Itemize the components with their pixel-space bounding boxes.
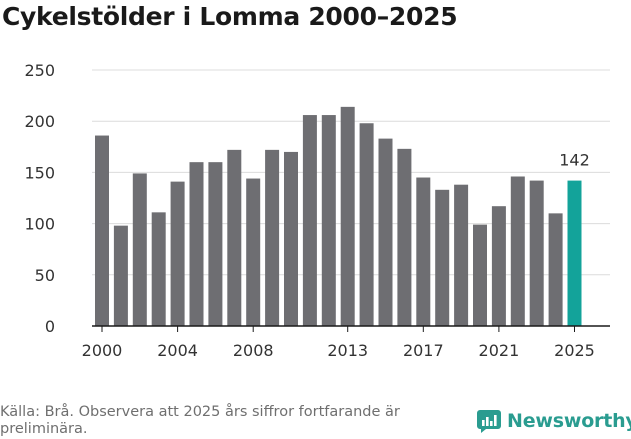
y-tick-label: 250 (24, 61, 55, 80)
highlight-value-label: 142 (559, 151, 590, 170)
bar-2023 (529, 180, 544, 326)
newsworthy-icon (477, 410, 501, 433)
bar-2022 (510, 176, 525, 326)
bar-2020 (473, 224, 487, 326)
bar-2004 (170, 181, 185, 326)
bar-2011 (302, 115, 317, 326)
bar-2001 (113, 225, 128, 326)
y-tick-label: 50 (35, 266, 55, 285)
bar-2002 (132, 173, 147, 326)
bar-2024 (548, 213, 563, 326)
source-note: Källa: Brå. Observera att 2025 års siffr… (0, 404, 400, 437)
y-tick-label: 150 (24, 163, 55, 182)
bars (95, 106, 582, 326)
bar-2018 (435, 189, 450, 326)
x-tick-label: 2008 (233, 341, 274, 360)
bar-2017 (416, 177, 431, 326)
bar-2000 (95, 135, 109, 326)
bar-2021 (491, 206, 506, 326)
bar-2008 (246, 178, 261, 326)
bar-chart: 0 50 100 150 200 250 2000 2004 2008 2013 2017 2021… (24, 61, 610, 360)
y-tick-label: 0 (45, 317, 55, 336)
bar-2006 (208, 162, 223, 326)
x-tick-label: 2017 (403, 341, 444, 360)
y-tick-label: 200 (24, 112, 55, 131)
bar-2007 (227, 149, 242, 326)
bar-2012 (321, 115, 336, 326)
chart-title: Cykelstölder i Lomma 2000–2025 (2, 2, 458, 31)
x-axis-ticks: 2000 2004 2008 2013 2017 2021 2025 (82, 326, 595, 360)
x-tick-label: 2025 (554, 341, 595, 360)
y-axis-ticks: 0 50 100 150 200 250 (24, 61, 55, 336)
x-tick-label: 2021 (479, 341, 520, 360)
x-tick-label: 2000 (82, 341, 123, 360)
y-tick-label: 100 (24, 215, 55, 234)
bar-2025 (567, 180, 582, 326)
bar-2010 (284, 151, 298, 326)
bar-2019 (454, 184, 469, 326)
bar-2014 (359, 123, 374, 326)
newsworthy-logo: Newsworthy (476, 408, 631, 434)
bar-2005 (189, 162, 204, 326)
bar-2003 (151, 212, 166, 326)
bar-2013 (340, 106, 355, 326)
bar-2009 (265, 149, 280, 326)
bar-2016 (397, 148, 412, 326)
brand-name: Newsworthy (507, 410, 631, 432)
x-tick-label: 2013 (327, 341, 368, 360)
x-tick-label: 2004 (157, 341, 198, 360)
data-labels: 142 (559, 151, 590, 170)
bar-2015 (378, 138, 393, 326)
